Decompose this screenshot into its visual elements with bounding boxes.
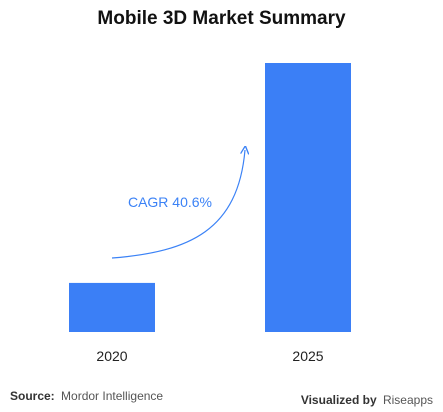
visualized-value: Riseapps: [383, 393, 433, 407]
chart-title: Mobile 3D Market Summary: [97, 8, 346, 29]
cagr-arrow: [111, 150, 245, 259]
bar-2025: [265, 63, 351, 332]
x-tick-2025: 2025: [292, 348, 323, 364]
source-footer: Source: Mordor Intelligence: [10, 389, 163, 403]
x-tick-2020: 2020: [96, 348, 127, 364]
bar-2020: [69, 282, 155, 332]
bars: [69, 63, 351, 332]
source-value: Mordor Intelligence: [61, 389, 163, 403]
source-label: Source:: [10, 389, 55, 403]
visualized-footer: Visualized by Riseapps: [301, 393, 433, 407]
visualized-label: Visualized by: [301, 393, 377, 407]
cagr-annotation: CAGR 40.6%: [128, 194, 212, 210]
x-tick-labels: 2020 2025: [96, 348, 323, 364]
